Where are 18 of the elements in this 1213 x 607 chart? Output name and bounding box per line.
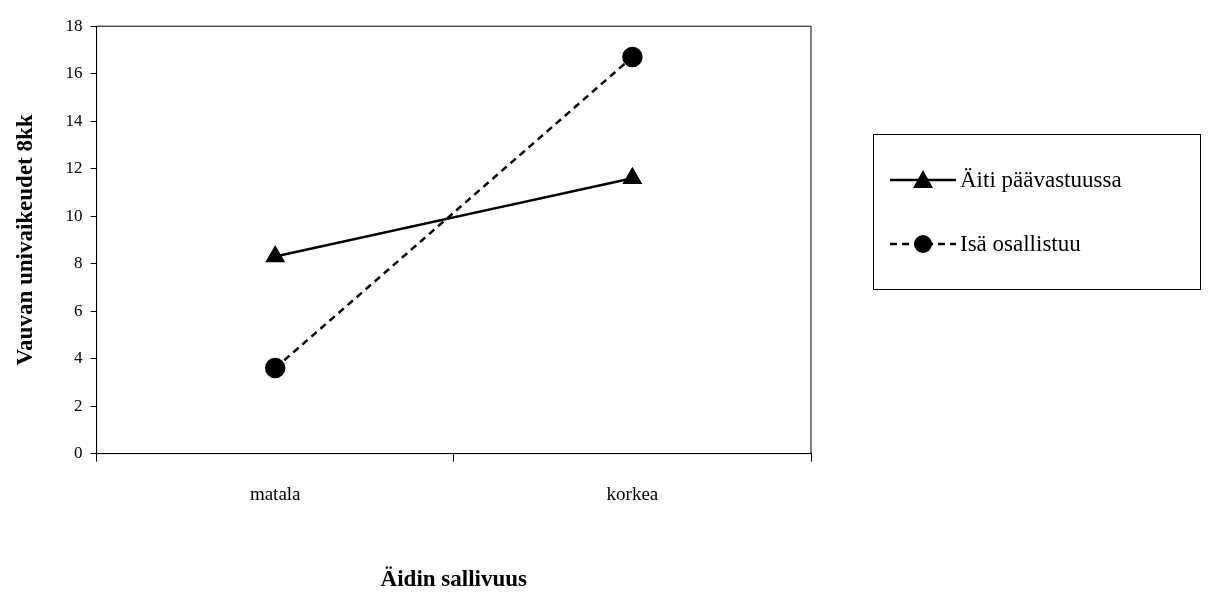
y-tick-label: 6 xyxy=(74,300,83,320)
y-tick-label: 10 xyxy=(65,205,83,225)
y-tick-label: 16 xyxy=(65,63,83,83)
y-tick-label: 8 xyxy=(74,253,83,273)
y-tick-label: 12 xyxy=(65,158,83,178)
point xyxy=(622,46,643,68)
y-tick-label: 2 xyxy=(74,395,83,415)
y-tick-label: 14 xyxy=(65,110,84,130)
point xyxy=(264,357,286,379)
legend-label: Äiti päävastuussa xyxy=(960,167,1122,193)
y-tick-label: 4 xyxy=(74,348,84,368)
y-tick-label: 18 xyxy=(65,15,83,35)
x-tick-label: korkea xyxy=(606,482,659,504)
x-axis-title: Äidin sallivuus xyxy=(380,566,528,592)
y-axis-title: Vauvan univaikeudet 8kk xyxy=(11,114,37,366)
legend-label: Isä osallistuu xyxy=(960,231,1081,257)
x-tick-label: matala xyxy=(249,482,302,504)
y-tick-label: 0 xyxy=(74,443,83,463)
